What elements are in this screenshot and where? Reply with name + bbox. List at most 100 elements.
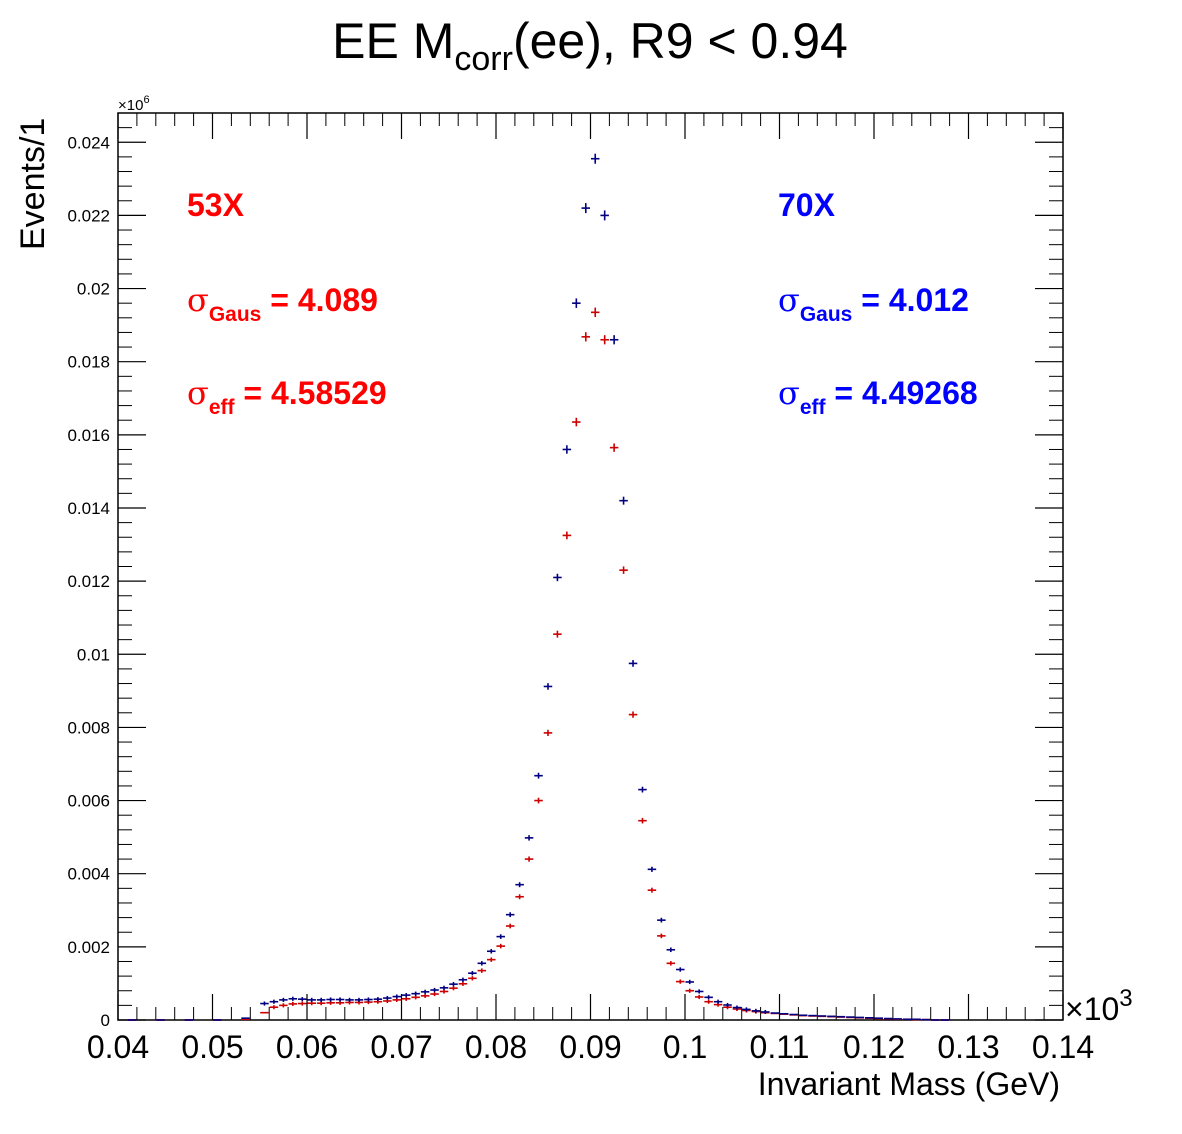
data-point — [638, 817, 647, 824]
data-point — [496, 943, 505, 949]
data-point — [392, 994, 402, 999]
data-point — [468, 976, 477, 981]
data-point — [609, 443, 619, 452]
data-point — [543, 729, 553, 737]
data-point — [316, 997, 326, 1002]
data-point — [524, 835, 534, 841]
y-tick-label: 0.008 — [67, 718, 110, 737]
y-tick-label: 0.02 — [77, 280, 110, 299]
data-point — [676, 979, 685, 984]
y-tick-label: 0.014 — [67, 499, 110, 518]
data-point — [657, 917, 666, 923]
x-tick-label: 0.14 — [1032, 1029, 1094, 1065]
annotation-53x: 53X σGaus = 4.089 σeff = 4.58529 — [187, 187, 387, 419]
data-point — [505, 912, 515, 918]
data-point — [628, 660, 638, 667]
x-tick-label: 0.04 — [87, 1029, 149, 1065]
x-tick-label: 0.12 — [843, 1029, 905, 1065]
data-point — [590, 307, 600, 318]
data-point — [420, 989, 430, 994]
data-point — [524, 856, 534, 862]
x-tick-label: 0.11 — [750, 1029, 810, 1065]
data-point — [345, 997, 354, 1002]
annotation-70x-sigma-gaus: σGaus = 4.012 — [778, 281, 969, 326]
data-point — [685, 979, 694, 985]
data-point — [704, 999, 713, 1004]
data-point — [401, 993, 411, 998]
data-point — [288, 996, 298, 1001]
annotation-70x-sigma-eff: σeff = 4.49268 — [778, 374, 978, 419]
x-tick-label: 0.08 — [465, 1029, 527, 1065]
x-axis-ticks: 0.04 0.05 0.06 0.07 0.08 0.09 0.1 0.11 0.12 0.13 0… — [87, 113, 1094, 1065]
data-point — [647, 866, 657, 872]
y-axis-label: Events/1 — [14, 118, 52, 250]
data-point — [732, 1005, 742, 1010]
data-point — [657, 933, 666, 939]
data-point — [647, 887, 657, 893]
y-tick-label: 0.006 — [67, 792, 110, 811]
data-point — [609, 335, 619, 345]
data-point — [373, 997, 383, 1002]
data-point — [543, 683, 553, 690]
x-tick-label: 0.13 — [937, 1029, 999, 1065]
data-point — [411, 995, 420, 1000]
data-point — [553, 573, 562, 582]
x-axis-label: Invariant Mass (GeV) — [758, 1066, 1060, 1102]
data-point — [742, 1007, 751, 1012]
chart-title-main: EE M — [332, 13, 454, 69]
y-exponent-label: ×106 — [118, 94, 150, 114]
data-point — [354, 997, 364, 1002]
data-point — [572, 417, 581, 427]
data-point — [619, 566, 628, 574]
annotation-53x-sigma-eff: σeff = 4.58529 — [187, 374, 387, 419]
data-point — [430, 987, 439, 993]
x-tick-label: 0.1 — [663, 1029, 707, 1065]
data-point — [279, 1003, 288, 1008]
data-point — [751, 1008, 761, 1013]
data-point — [279, 997, 288, 1002]
data-point — [288, 1001, 298, 1006]
data-point — [487, 957, 496, 962]
data-point — [694, 989, 704, 994]
data-point — [269, 999, 279, 1004]
y-tick-label: 0.016 — [67, 426, 110, 445]
data-point — [590, 153, 600, 164]
annotation-53x-tag: 53X — [187, 187, 245, 223]
data-point — [401, 996, 411, 1001]
data-point — [562, 531, 572, 540]
data-point — [553, 630, 562, 638]
data-point — [600, 335, 609, 345]
series-70x — [127, 153, 950, 1021]
chart-title-rest: (ee), R9 < 0.94 — [513, 13, 848, 69]
y-axis-ticks: 0 0.002 0.004 0.006 0.008 0.01 0.012 0.014 0.016… — [67, 127, 1063, 1030]
data-point — [505, 923, 515, 929]
data-point — [439, 989, 449, 994]
data-point — [298, 997, 307, 1002]
chart-title: EE Mcorr(ee), R9 < 0.94 — [332, 13, 848, 78]
data-point — [458, 981, 468, 986]
y-tick-label: 0.022 — [67, 206, 110, 225]
annotation-53x-sigma-gaus: σGaus = 4.089 — [187, 281, 378, 326]
data-point — [487, 948, 496, 954]
data-point — [269, 1005, 279, 1010]
data-point — [449, 982, 458, 987]
series-53x — [127, 307, 950, 1021]
data-point — [713, 999, 723, 1004]
plot-frame — [117, 112, 1064, 1021]
annotation-70x-tag: 70X — [778, 187, 836, 223]
series-layer — [127, 153, 950, 1021]
data-point — [562, 445, 572, 454]
data-point — [449, 986, 458, 991]
data-point — [534, 772, 543, 779]
data-point — [458, 977, 468, 982]
data-point — [638, 786, 647, 793]
data-point — [685, 988, 694, 993]
x-tick-label: 0.05 — [181, 1029, 243, 1065]
data-point — [335, 997, 345, 1002]
data-point — [619, 496, 628, 505]
y-tick-label: 0.01 — [77, 645, 110, 664]
annotation-70x: 70X σGaus = 4.012 σeff = 4.49268 — [778, 187, 978, 419]
data-point — [515, 882, 524, 888]
y-tick-label: 0.012 — [67, 572, 110, 591]
